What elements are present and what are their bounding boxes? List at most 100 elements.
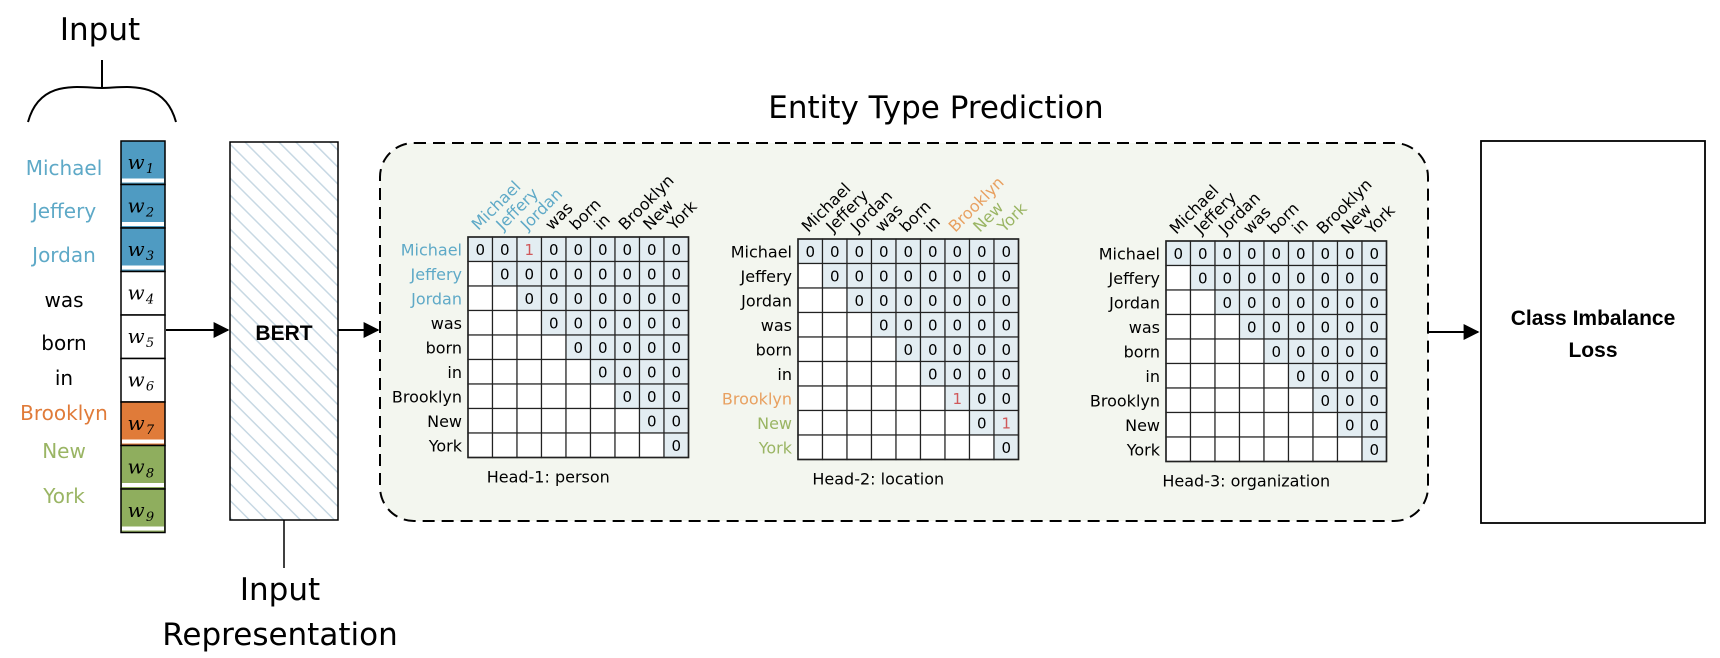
matrix-cell — [895, 434, 922, 461]
matrix-cell — [846, 238, 873, 265]
matrix-cell — [1238, 338, 1265, 365]
matrix-value-zero: 0 — [903, 267, 913, 285]
matrix-cell — [1214, 289, 1241, 316]
matrix-cell — [1238, 436, 1265, 463]
matrix-cell — [467, 285, 494, 312]
matrix-cell — [1165, 436, 1192, 463]
matrix-value-zero: 0 — [952, 316, 962, 334]
matrix-cell — [1189, 240, 1216, 267]
token-box — [120, 444, 166, 490]
matrix-cell — [1263, 362, 1290, 389]
matrix-value-one: 1 — [952, 390, 962, 408]
matrix-cell — [1165, 313, 1192, 340]
matrix-cell — [846, 409, 873, 436]
matrix-cell — [1214, 387, 1241, 414]
matrix-cell — [540, 334, 567, 361]
matrix-cell — [589, 432, 616, 459]
matrix-cell — [1189, 338, 1216, 365]
matrix-cell — [1312, 436, 1339, 463]
matrix-value-zero: 0 — [1369, 294, 1379, 312]
matrix-value-zero: 0 — [671, 339, 681, 357]
matrix-cell — [540, 383, 567, 410]
matrix-value-zero: 0 — [573, 241, 583, 259]
matrix-value-zero: 0 — [952, 341, 962, 359]
matrix-value-zero: 0 — [1271, 245, 1281, 263]
token-label: w — [127, 194, 144, 218]
matrix-cell — [614, 358, 641, 385]
matrix-cell — [1189, 289, 1216, 316]
matrix-cell — [467, 334, 494, 361]
matrix-value-zero: 0 — [1369, 392, 1379, 410]
matrix-value-zero: 0 — [952, 267, 962, 285]
matrix-cell — [1189, 313, 1216, 340]
matrix-cell — [516, 309, 543, 336]
token-divider — [122, 483, 164, 487]
matrix-cell — [467, 407, 494, 434]
matrix-value-zero: 0 — [1247, 245, 1257, 263]
matrix-cell — [491, 285, 518, 312]
token-box — [120, 314, 166, 360]
token-subscript: 3 — [146, 249, 154, 264]
row-label: Jordan — [410, 289, 462, 308]
matrix-cell — [1361, 240, 1388, 267]
matrix-value-zero: 0 — [805, 243, 815, 261]
matrix-value-zero: 0 — [671, 388, 681, 406]
matrix-cell — [638, 236, 665, 263]
matrix-cell — [870, 409, 897, 436]
matrix-value-zero: 0 — [1345, 367, 1355, 385]
matrix-cell — [638, 309, 665, 336]
matrix-value-zero: 0 — [1222, 269, 1232, 287]
row-label: New — [757, 414, 792, 433]
matrix-cell — [1238, 362, 1265, 389]
matrix-cell — [467, 309, 494, 336]
matrix-cell — [467, 358, 494, 385]
matrix-cell — [516, 407, 543, 434]
row-label: was — [761, 316, 792, 335]
matrix-value-zero: 0 — [977, 243, 987, 261]
matrix-value-zero: 0 — [1320, 367, 1330, 385]
matrix-value-zero: 0 — [1271, 318, 1281, 336]
matrix-cell — [1336, 313, 1363, 340]
matrix-cell — [1214, 436, 1241, 463]
matrix-cell — [1238, 387, 1265, 414]
matrix-value-zero: 0 — [1369, 343, 1379, 361]
matrix-cell — [993, 434, 1020, 461]
matrix-value-zero: 0 — [879, 243, 889, 261]
matrix-cell — [1238, 313, 1265, 340]
matrix-cell — [1312, 411, 1339, 438]
matrix-value-zero: 0 — [622, 388, 632, 406]
matrix-cell — [846, 311, 873, 338]
matrix-value-zero: 0 — [475, 241, 485, 259]
matrix-cell — [1361, 411, 1388, 438]
matrix-value-zero: 0 — [928, 243, 938, 261]
matrix-value-zero: 0 — [598, 339, 608, 357]
matrix-cell — [821, 409, 848, 436]
matrix-value-zero: 0 — [573, 339, 583, 357]
matrix-value-zero: 0 — [952, 292, 962, 310]
bert-label: BERT — [255, 322, 312, 345]
row-label: York — [1126, 440, 1161, 459]
token-divider — [122, 222, 164, 226]
head-matrix-2: 0 0 0 0 0 0 0 0 00 0 0 0 0 0 0 00 0 0 0 0 0 00 0 0 0 0 00 0 0 0 00 0 0 01… — [722, 173, 1031, 489]
matrix-value-zero: 0 — [622, 363, 632, 381]
input-token-column: w 1w 2w 3w 4w 5w 6w 7w 8w 9 — [120, 140, 166, 534]
row-label: York — [428, 436, 463, 455]
matrix-value-zero: 0 — [524, 290, 534, 308]
matrix-cell — [565, 260, 592, 287]
row-label: in — [447, 363, 462, 382]
matrix-cell — [491, 334, 518, 361]
matrix-value-zero: 0 — [977, 316, 987, 334]
token-label: w — [127, 324, 144, 348]
matrix-cell — [1165, 289, 1192, 316]
matrix-value-zero: 0 — [1369, 367, 1379, 385]
matrix-value-zero: 0 — [952, 365, 962, 383]
matrix-value-zero: 0 — [977, 390, 987, 408]
matrix-cell — [638, 407, 665, 434]
token-divider — [122, 265, 164, 270]
matrix-value-zero: 0 — [573, 265, 583, 283]
matrix-value-zero: 0 — [622, 339, 632, 357]
matrix-cell — [589, 383, 616, 410]
matrix-value-zero: 0 — [1345, 294, 1355, 312]
token-label: w — [127, 150, 144, 174]
matrix-value-zero: 0 — [903, 292, 913, 310]
